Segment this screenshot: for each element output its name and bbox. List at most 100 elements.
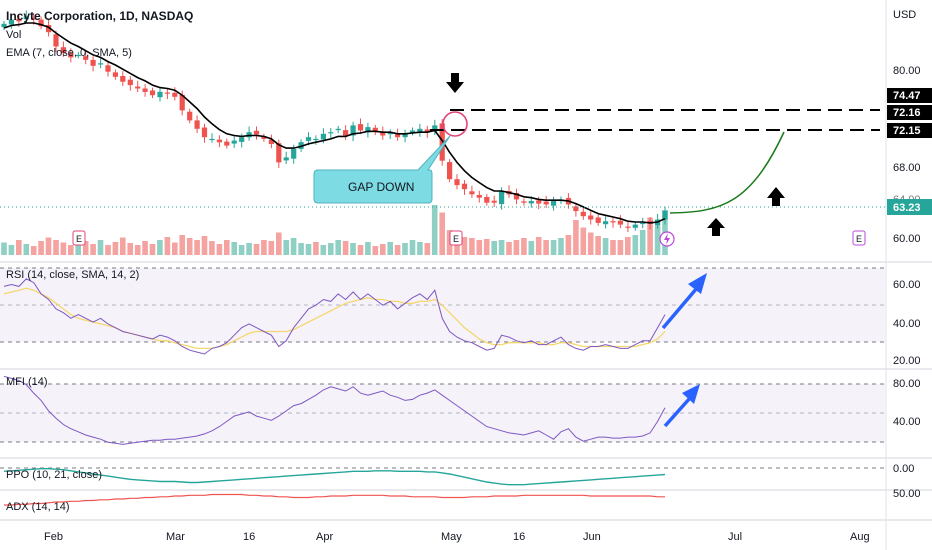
candle-body — [98, 63, 104, 65]
volume-bar — [216, 244, 223, 255]
candle-body — [588, 215, 594, 220]
candle-body — [261, 136, 267, 139]
volume-bar — [268, 241, 275, 255]
candle-body — [469, 191, 475, 195]
candle-body — [357, 124, 364, 131]
earnings-marker[interactable]: E — [852, 230, 866, 246]
volume-bar — [201, 236, 208, 255]
adx-legend: ADX (14, 14) — [6, 501, 70, 513]
ema-line — [3, 22, 666, 224]
earnings-marker[interactable]: E — [72, 230, 86, 246]
candle-body — [268, 139, 274, 144]
candle-body — [499, 191, 505, 205]
candle-body — [461, 183, 468, 190]
volume-bar — [424, 243, 431, 255]
candle-body — [528, 201, 534, 204]
volume-bar — [60, 242, 67, 255]
candle-body — [239, 137, 245, 142]
volume-bar — [587, 232, 594, 255]
volume-bar — [283, 240, 289, 255]
volume-bar — [186, 238, 193, 255]
candle-body — [172, 92, 178, 97]
candle-body — [491, 200, 497, 203]
candle-body — [31, 17, 37, 20]
volume-bar — [112, 242, 119, 255]
volume-bar — [82, 241, 89, 255]
dividend-bolt-icon[interactable] — [659, 231, 675, 247]
candle-body — [320, 133, 326, 140]
volume-bar — [394, 245, 401, 255]
volume-bar — [647, 217, 653, 255]
candle-body — [105, 65, 111, 72]
volume-bars — [1, 205, 668, 255]
price-tick: 80.00 — [893, 65, 921, 77]
mfi-blue-arrow — [663, 384, 700, 428]
volume-bar — [335, 240, 341, 255]
volume-bar — [469, 238, 475, 255]
candle-body — [120, 76, 126, 82]
candle-body — [187, 111, 193, 121]
candle-body — [387, 133, 393, 135]
arrow-down-icon — [446, 73, 464, 93]
candle-body — [231, 140, 237, 144]
volume-bar — [209, 241, 215, 255]
volume-bar — [350, 243, 356, 255]
volume-bar — [253, 244, 260, 255]
volume-bar — [365, 242, 371, 255]
rsi-legend: RSI (14, close, SMA, 14, 2) — [6, 269, 139, 281]
candle-body — [53, 34, 59, 47]
volume-bar — [313, 242, 319, 255]
volume-bar — [68, 245, 74, 255]
svg-text:63.23: 63.23 — [893, 202, 921, 214]
candle-body — [46, 25, 52, 33]
x-label: May — [441, 531, 462, 543]
volume-bar — [149, 244, 156, 255]
candle-body — [409, 130, 416, 133]
volume-bar — [491, 241, 497, 255]
volume-bar — [357, 245, 364, 255]
candle-body — [484, 197, 490, 203]
volume-bar — [543, 240, 549, 255]
candle-body — [127, 79, 133, 86]
volume-bar — [498, 240, 505, 255]
volume-bar — [565, 235, 572, 255]
candle-body — [447, 162, 453, 180]
candle-body — [298, 142, 304, 149]
volume-bar — [16, 240, 22, 255]
price-tick: 68.00 — [893, 162, 921, 174]
svg-text:E: E — [76, 234, 82, 244]
last-price-tag: 63.23 — [887, 199, 932, 215]
candle-body — [543, 201, 549, 205]
candle-body — [625, 226, 631, 228]
candle-body — [595, 217, 601, 223]
candle-body — [454, 179, 460, 186]
volume-bar — [194, 240, 200, 255]
candle-body — [194, 120, 200, 129]
volume-bar — [625, 237, 631, 255]
earnings-marker[interactable]: E — [449, 230, 463, 246]
arrow-up-icon — [707, 218, 725, 236]
x-label: Mar — [166, 531, 185, 543]
ppo-line — [3, 468, 666, 486]
vol-legend: Vol — [6, 29, 21, 41]
candle-body — [216, 139, 222, 143]
volume-bar — [142, 241, 148, 255]
volume-bar — [238, 245, 245, 255]
mfi-line — [3, 375, 666, 445]
candle-body — [16, 18, 22, 22]
candle-body — [662, 210, 668, 220]
candle-body — [536, 200, 542, 204]
svg-text:72.16: 72.16 — [893, 107, 921, 119]
volume-bar — [320, 245, 327, 255]
candle-body — [521, 201, 527, 203]
gap-highlight-circle — [442, 111, 468, 137]
volume-bar — [417, 242, 423, 255]
volume-bar — [75, 239, 81, 255]
candle-body — [417, 128, 423, 133]
volume-bar — [528, 241, 535, 255]
rsi-tick: 20.00 — [893, 355, 921, 367]
volume-bar — [38, 241, 44, 255]
rsi-tick: 60.00 — [893, 279, 921, 291]
price-tag-74-47: 74.47 — [887, 88, 932, 103]
